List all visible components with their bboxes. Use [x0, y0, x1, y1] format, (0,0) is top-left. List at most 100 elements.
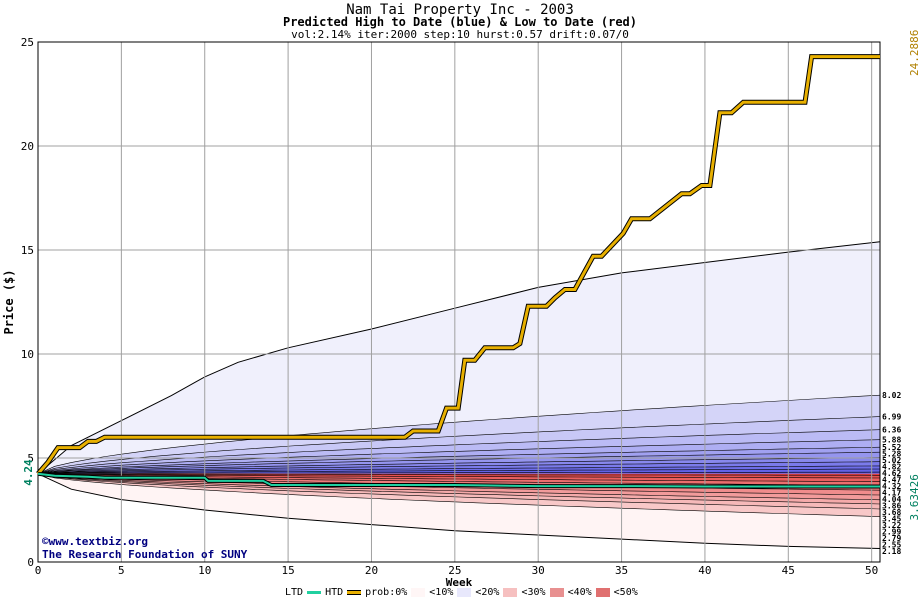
y-tick-label-1: 5 — [27, 452, 34, 465]
band-low-4 — [38, 473, 880, 495]
start-price-label: 4.24 — [22, 459, 35, 486]
percentile-label-9: 4.47 — [882, 476, 901, 485]
x-tick-label-2: 10 — [198, 564, 211, 577]
legend-item-2: <30% — [521, 587, 546, 598]
percentile-line-8 — [37, 465, 881, 475]
x-tick-label-4: 20 — [365, 564, 378, 577]
percentile-line-3 — [37, 439, 881, 475]
y-tick-label-0: 0 — [27, 556, 34, 569]
percentile-line-0 — [37, 394, 881, 475]
percentile-line-18 — [37, 473, 881, 505]
percentile-label-14: 3.68 — [882, 508, 901, 517]
band-low-0 — [38, 473, 880, 517]
percentile-line-12 — [37, 473, 881, 479]
percentile-line-16 — [37, 473, 881, 496]
percentile-label-4: 5.52 — [882, 443, 901, 452]
legend-swatch-1 — [457, 588, 472, 597]
envelope-lower — [37, 473, 881, 549]
legend-swatch-3 — [549, 588, 564, 597]
percentile-label-20: 2.18 — [882, 547, 901, 556]
x-tick-label-3: 15 — [281, 564, 294, 577]
ltd-end-label: 3.63426 — [908, 474, 920, 520]
percentile-line-10 — [37, 471, 881, 475]
band-low-6 — [38, 473, 880, 486]
legend-item-4: <50% — [613, 587, 638, 598]
percentile-line-2 — [37, 429, 881, 475]
legend-ltd-swatch — [307, 591, 322, 594]
series-htd-line — [36, 55, 880, 475]
legend-prob-label: prob:0% — [365, 587, 408, 598]
x-tick-label-9: 45 — [782, 564, 795, 577]
legend: LTD HTD prob:0% <10% <20% <30% <40% <50% — [285, 587, 638, 598]
legend-ltd-label: LTD — [285, 587, 304, 598]
percentile-label-16: 3.22 — [882, 521, 901, 530]
x-tick-label-1: 5 — [118, 564, 125, 577]
percentile-label-7: 4.82 — [882, 463, 901, 472]
band-upper-outer — [38, 241, 880, 474]
band-high-9 — [38, 469, 880, 474]
legend-item-1: <20% — [475, 587, 500, 598]
legend-htd-label: HTD — [325, 587, 344, 598]
percentile-line-4 — [37, 446, 881, 475]
percentile-label-0: 8.02 — [882, 391, 901, 400]
percentile-line-20 — [37, 473, 881, 517]
percentile-line-5 — [37, 451, 881, 475]
band-high-3 — [38, 439, 880, 474]
percentile-label-1: 6.99 — [882, 413, 901, 422]
legend-item-3: <40% — [567, 587, 592, 598]
percentile-label-11: 4.17 — [882, 489, 901, 498]
series-ltd-line — [37, 472, 880, 488]
x-tick-label-10: 50 — [865, 564, 878, 577]
htd-end-label: 24.2886 — [908, 30, 920, 76]
percentile-label-15: 3.45 — [882, 515, 901, 524]
percentile-label-18: 2.79 — [882, 534, 901, 543]
band-low-2 — [38, 473, 880, 504]
band-high-0 — [38, 395, 880, 474]
percentile-line-6 — [37, 457, 881, 475]
percentile-label-17: 2.99 — [882, 528, 901, 537]
percentile-label-19: 2.55 — [882, 541, 901, 550]
percentile-label-2: 6.36 — [882, 426, 901, 435]
band-high-4 — [38, 447, 880, 474]
percentile-label-10: 4.32 — [882, 482, 901, 491]
band-high-8 — [38, 465, 880, 474]
chart-title: Nam Tai Property Inc - 2003 — [346, 2, 574, 18]
band-low-3 — [38, 473, 880, 500]
y-tick-label-2: 10 — [21, 348, 34, 361]
legend-htd-swatch — [347, 590, 362, 595]
percentile-label-3: 5.88 — [882, 436, 901, 445]
percentile-label-13: 3.86 — [882, 502, 901, 511]
percentile-label-5: 5.28 — [882, 450, 901, 459]
band-low-1 — [38, 473, 880, 509]
credit-site: ©www.textbiz.org — [42, 535, 148, 548]
y-axis-title: Price ($) — [2, 269, 16, 334]
chart-subtitle: Predicted High to Date (blue) & Low to D… — [282, 15, 637, 29]
legend-swatch-0 — [411, 588, 426, 597]
percentile-line-11 — [37, 473, 881, 476]
percentile-line-19 — [37, 473, 881, 510]
percentile-label-8: 4.62 — [882, 469, 901, 478]
x-tick-label-8: 40 — [698, 564, 711, 577]
x-axis-title: Week — [446, 576, 473, 589]
percentile-line-7 — [37, 461, 881, 475]
x-tick-label-0: 0 — [35, 564, 42, 577]
x-tick-label-6: 30 — [532, 564, 545, 577]
percentile-line-17 — [37, 473, 881, 501]
legend-swatch-4 — [595, 588, 610, 597]
percentile-label-12: 4.04 — [882, 495, 901, 504]
credit-org: The Research Foundation of SUNY — [42, 548, 248, 561]
percentile-line-1 — [37, 416, 881, 475]
y-tick-label-5: 25 — [21, 36, 34, 49]
x-tick-label-7: 35 — [615, 564, 628, 577]
x-tick-label-5: 25 — [448, 564, 461, 577]
plot-frame — [37, 41, 881, 563]
percentile-label-6: 5.02 — [882, 456, 901, 465]
band-high-7 — [38, 461, 880, 474]
percentile-line-9 — [37, 468, 881, 475]
band-high-2 — [38, 429, 880, 474]
band-low-8 — [38, 473, 880, 478]
y-tick-label-3: 15 — [21, 244, 34, 257]
chart-params: vol:2.14% iter:2000 step:10 hurst:0.57 d… — [291, 28, 629, 41]
legend-swatch-2 — [503, 588, 518, 597]
